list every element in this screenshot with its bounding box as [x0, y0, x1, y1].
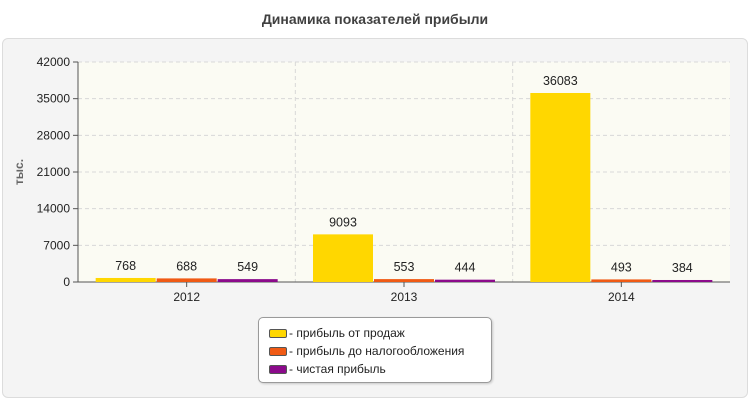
y-tick-label: 28000	[37, 128, 71, 142]
legend-swatch	[269, 347, 287, 356]
bar	[435, 279, 495, 282]
data-label: 549	[237, 260, 258, 274]
legend-swatch	[269, 365, 287, 374]
bar	[313, 234, 373, 282]
y-tick-label: 21000	[37, 165, 71, 179]
data-label: 9093	[329, 215, 357, 229]
bar	[95, 277, 156, 282]
data-label: 444	[455, 261, 476, 275]
y-tick-label: 42000	[37, 55, 71, 69]
y-tick-label: 0	[63, 275, 70, 289]
bar	[156, 278, 217, 282]
x-tick-label: 2014	[608, 290, 635, 304]
data-label: 493	[611, 260, 632, 274]
data-label: 553	[394, 260, 415, 274]
bar	[374, 279, 434, 282]
y-tick-label: 14000	[37, 202, 71, 216]
legend-label: - прибыль от продаж	[289, 326, 405, 340]
x-tick-label: 2013	[391, 290, 418, 304]
y-axis-label: тыс.	[12, 159, 26, 185]
legend-label: - чистая прибыль	[289, 362, 386, 376]
legend-swatch	[269, 329, 287, 338]
chart-title: Динамика показателей прибыли	[261, 11, 489, 27]
y-tick-label: 7000	[43, 238, 70, 252]
bar	[530, 92, 591, 283]
bar	[652, 279, 713, 282]
data-label: 688	[176, 259, 197, 273]
bar	[591, 279, 652, 282]
bar	[217, 279, 278, 282]
data-label: 384	[672, 261, 693, 275]
y-tick-label: 35000	[37, 92, 71, 106]
data-label: 36083	[543, 74, 578, 88]
x-tick-label: 2012	[173, 290, 200, 304]
legend-label: - прибыль до налогообложения	[289, 344, 465, 358]
chart-legend: - прибыль от продаж - прибыль до налогоо…	[258, 317, 492, 383]
data-label: 768	[115, 259, 136, 273]
